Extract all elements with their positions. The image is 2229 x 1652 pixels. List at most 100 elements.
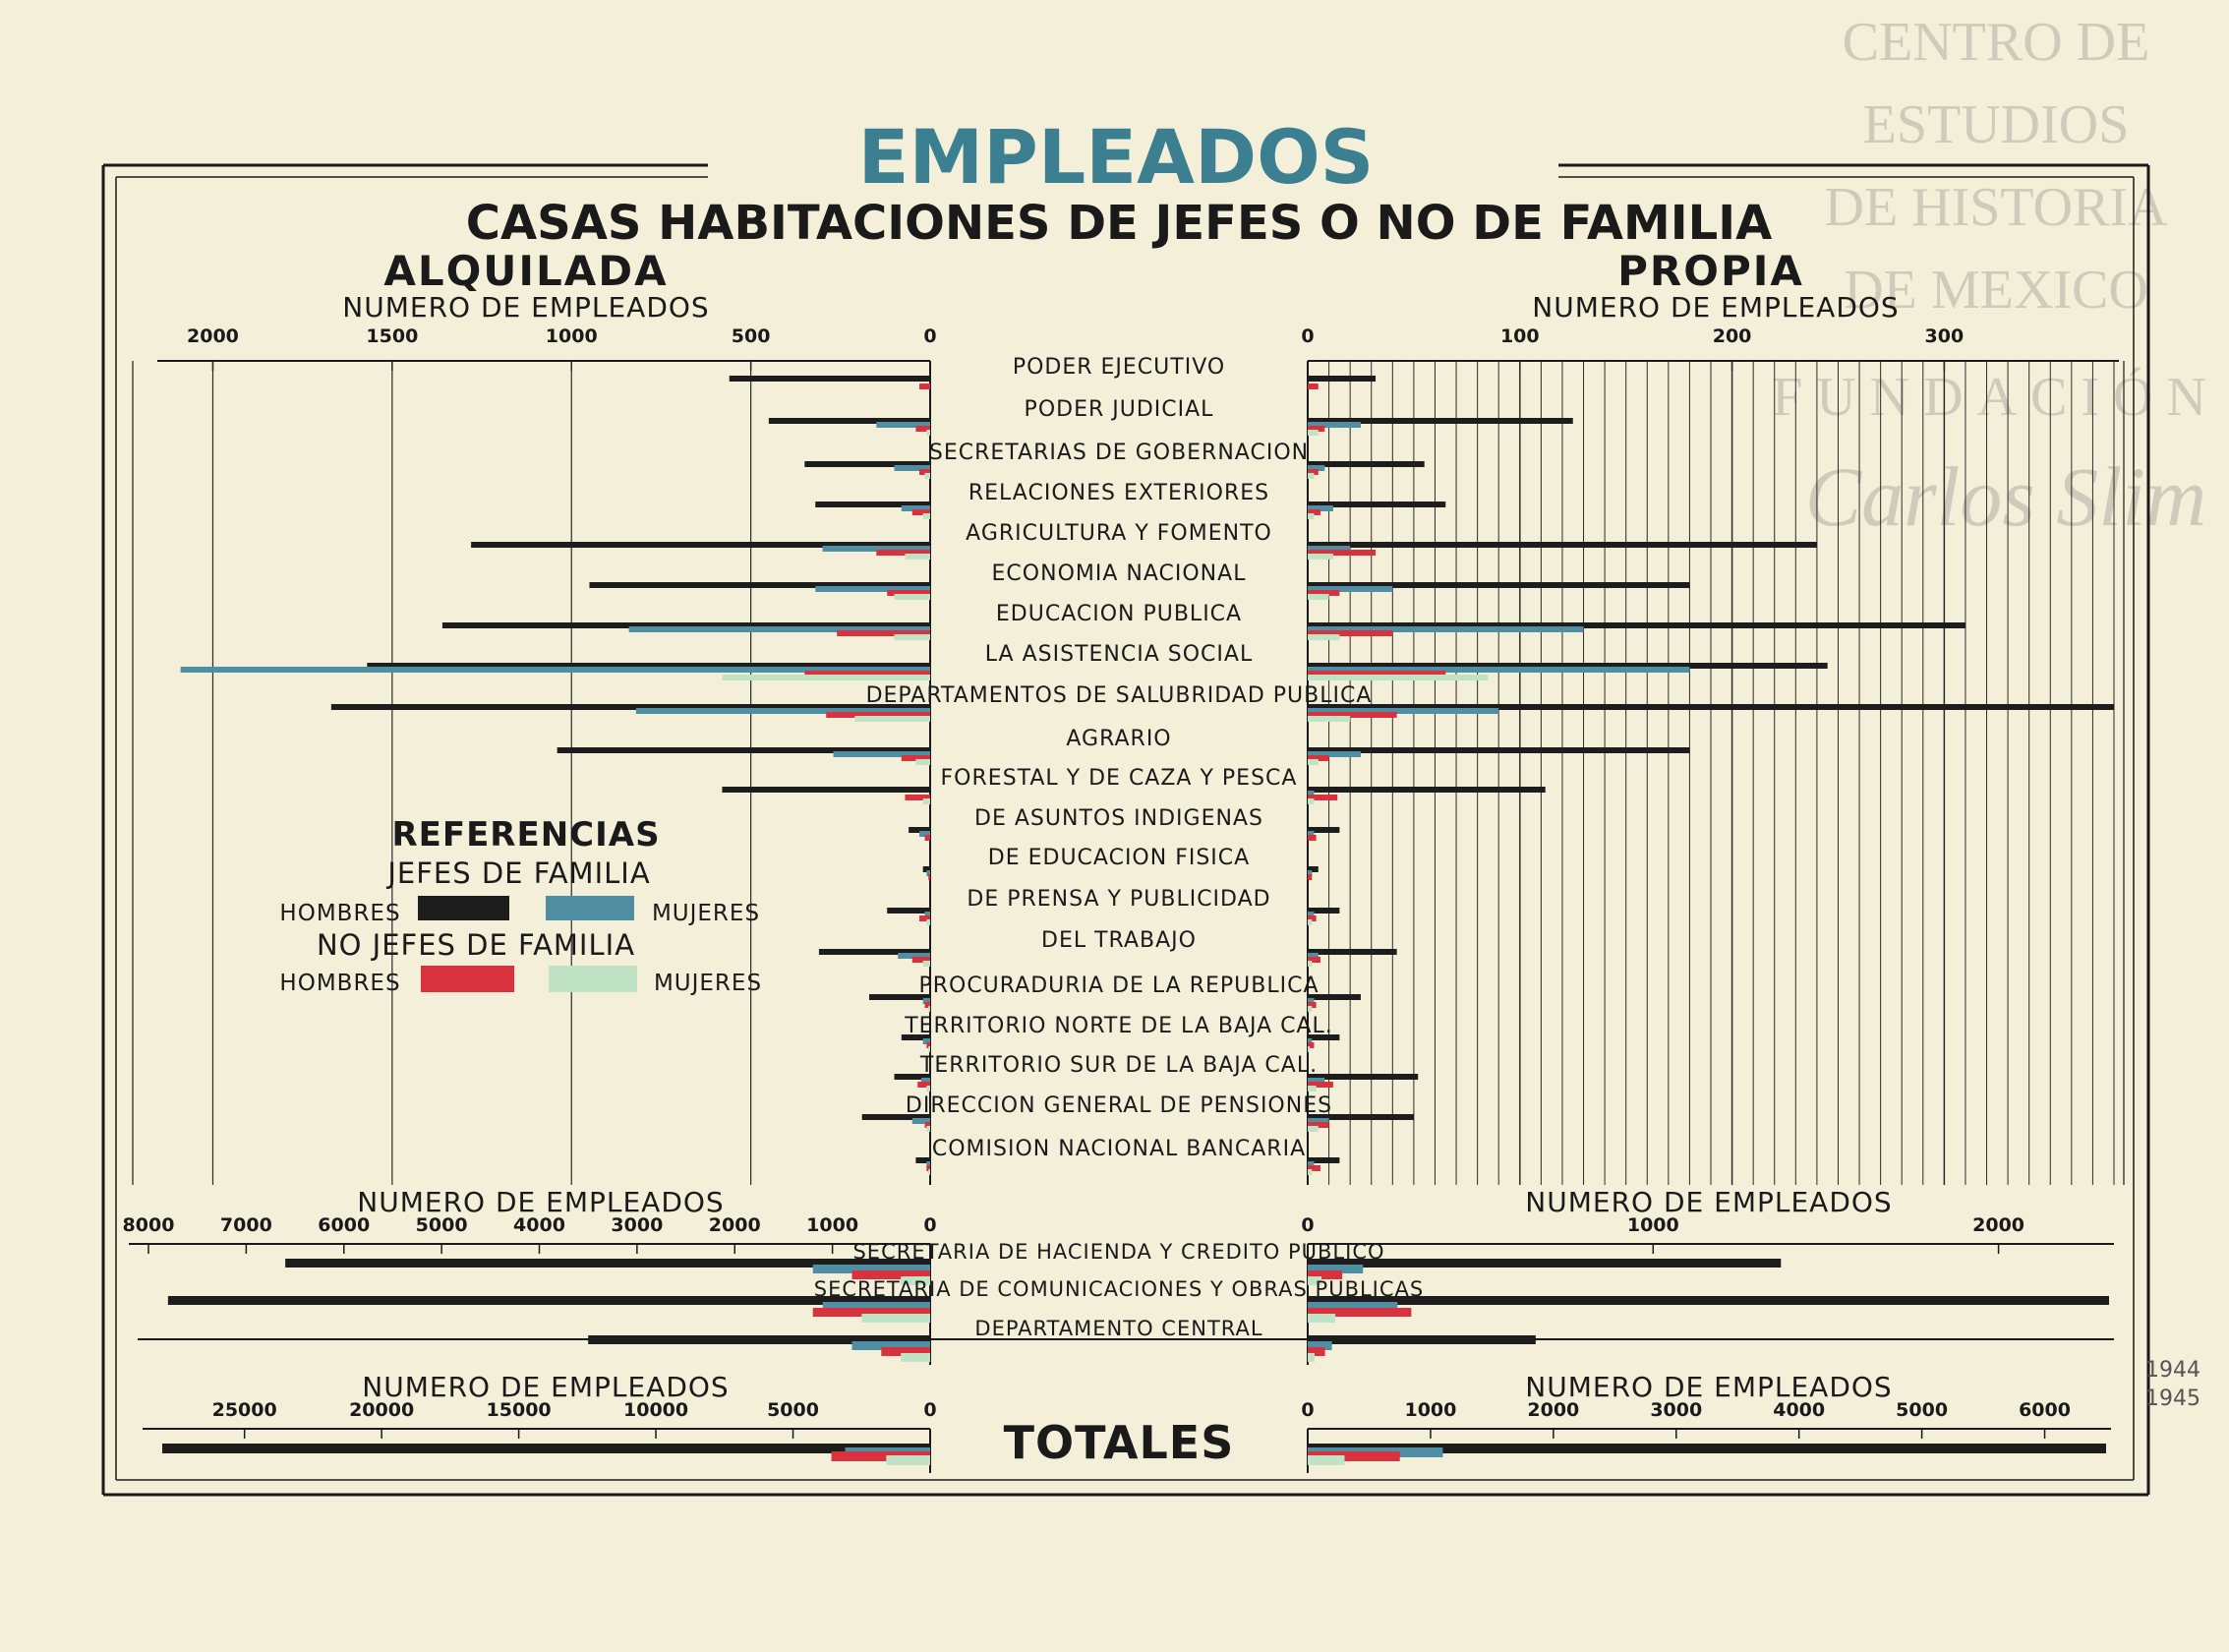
bar-propia-mujeres-jefes xyxy=(1308,505,1333,511)
category-label: DE ASUNTOS INDIGENAS xyxy=(974,806,1263,831)
category-label: DEPARTAMENTO CENTRAL xyxy=(974,1317,1262,1340)
legend-swatch-mujeres-no-jefes xyxy=(549,966,637,992)
right-tick-label: 4000 xyxy=(1773,1399,1825,1421)
bar-propia-mujeres-no-jefes xyxy=(1308,513,1315,519)
category-label: SECRETARIA DE HACIENDA Y CREDITO PUBLICO xyxy=(852,1240,1384,1264)
bar-propia-hombres-no-jefes xyxy=(1308,835,1317,841)
bar-propia-mujeres-no-jefes xyxy=(1308,798,1315,804)
bar-propia-hombres-jefes xyxy=(1308,1034,1340,1040)
bar-alquilada-mujeres-jefes xyxy=(876,422,930,428)
bar-alquilada-hombres-no-jefes xyxy=(924,835,930,841)
bar-alquilada-mujeres-jefes xyxy=(920,1078,930,1084)
bar-alquilada-mujeres-no-jefes xyxy=(861,1314,930,1323)
bar-alquilada-mujeres-no-jefes xyxy=(915,759,930,765)
right-tick-label: 0 xyxy=(1301,325,1314,347)
right-tick-label: 0 xyxy=(1301,1399,1314,1421)
legend-group-jefes: JEFES DE FAMILIA xyxy=(385,856,650,890)
bar-propia-mujeres-jefes xyxy=(1308,465,1325,471)
bar-alquilada-mujeres-jefes xyxy=(919,831,930,837)
bar-propia-hombres-jefes xyxy=(1308,1335,1536,1344)
bar-alquilada-hombres-jefes xyxy=(162,1444,930,1453)
legend-label-mujeres-jefes: MUJERES xyxy=(652,901,760,926)
bar-propia-mujeres-jefes xyxy=(1308,1341,1332,1350)
bar-alquilada-mujeres-no-jefes xyxy=(922,961,930,967)
bar-propia-mujeres-no-jefes xyxy=(1308,1276,1322,1285)
legend-label-hombres-jefes: HOMBRES xyxy=(279,901,400,926)
bar-alquilada-hombres-jefes xyxy=(471,542,930,548)
bar-alquilada-hombres-jefes xyxy=(167,1296,930,1305)
category-label: TOTALES xyxy=(1004,1416,1235,1469)
bar-propia-hombres-jefes xyxy=(1308,461,1425,467)
axis-label-right: NUMERO DE EMPLEADOS xyxy=(1525,1186,1892,1218)
bar-alquilada-mujeres-jefes xyxy=(822,1302,930,1311)
category-label: PODER EJECUTIVO xyxy=(1013,355,1225,380)
bar-propia-mujeres-jefes xyxy=(1308,708,1499,714)
category-label: DEL TRABAJO xyxy=(1041,928,1197,953)
bar-propia-mujeres-no-jefes xyxy=(1308,1126,1319,1132)
left-tick-label: 0 xyxy=(923,1399,936,1421)
bar-propia-hombres-no-jefes xyxy=(1308,1042,1315,1048)
bar-alquilada-mujeres-no-jefes xyxy=(722,675,930,680)
bar-alquilada-mujeres-no-jefes xyxy=(901,1276,930,1285)
bar-alquilada-hombres-no-jefes xyxy=(812,1308,930,1317)
bar-propia-hombres-no-jefes xyxy=(1308,1270,1343,1279)
bar-propia-hombres-no-jefes xyxy=(1308,874,1313,880)
legend-swatch-mujeres-jefes xyxy=(546,896,634,920)
bar-alquilada-hombres-jefes xyxy=(588,1335,930,1344)
category-label: DE PRENSA Y PUBLICIDAD xyxy=(967,887,1270,912)
bar-propia-hombres-no-jefes xyxy=(1308,384,1319,389)
bar-alquilada-hombres-jefes xyxy=(441,622,930,628)
bar-alquilada-mujeres-jefes xyxy=(822,546,930,552)
bar-propia-mujeres-jefes xyxy=(1308,546,1351,552)
bar-propia-hombres-jefes xyxy=(1308,747,1690,753)
bar-alquilada-hombres-no-jefes xyxy=(804,671,930,677)
bar-alquilada-hombres-no-jefes xyxy=(926,1042,930,1048)
bar-alquilada-hombres-no-jefes xyxy=(826,712,930,718)
left-tick-label: 7000 xyxy=(220,1214,272,1236)
left-tick-label: 3000 xyxy=(611,1214,663,1236)
bar-propia-mujeres-jefes xyxy=(1308,667,1690,673)
bar-propia-mujeres-jefes xyxy=(1308,998,1315,1004)
axis-label-right: NUMERO DE EMPLEADOS xyxy=(1525,1371,1892,1403)
legend-swatch-hombres-no-jefes xyxy=(421,966,514,992)
bar-alquilada-mujeres-jefes xyxy=(851,1341,930,1350)
bar-alquilada-hombres-no-jefes xyxy=(919,384,930,389)
bar-propia-mujeres-jefes xyxy=(1308,953,1319,959)
category-label: PODER JUDICIAL xyxy=(1025,397,1214,422)
bar-propia-hombres-jefes xyxy=(1308,542,1817,548)
category-label: DE EDUCACION FISICA xyxy=(988,846,1250,870)
bar-propia-mujeres-jefes xyxy=(1308,791,1315,796)
bar-alquilada-mujeres-jefes xyxy=(833,751,930,757)
bar-propia-mujeres-no-jefes xyxy=(1308,1169,1313,1175)
category-label: SECRETARIAS DE GOBERNACION xyxy=(929,441,1309,465)
right-heading: PROPIA xyxy=(1617,247,1804,295)
legend-swatch-hombres-jefes xyxy=(418,896,509,920)
bar-propia-hombres-no-jefes xyxy=(1308,1122,1329,1128)
chart-subtitle: CASAS HABITACIONES DE JEFES O NO DE FAMI… xyxy=(466,196,1772,251)
bar-propia-hombres-no-jefes xyxy=(1308,795,1338,800)
bar-propia-hombres-jefes xyxy=(1308,1157,1340,1163)
bar-alquilada-hombres-jefes xyxy=(815,502,930,507)
bar-alquilada-mujeres-jefes xyxy=(815,586,930,592)
bar-alquilada-mujeres-jefes xyxy=(180,667,931,673)
bar-alquilada-mujeres-jefes xyxy=(628,626,930,632)
bar-propia-mujeres-no-jefes xyxy=(1308,554,1333,560)
bar-propia-hombres-jefes xyxy=(1308,502,1446,507)
bar-propia-hombres-jefes xyxy=(1308,622,1965,628)
bar-alquilada-mujeres-jefes xyxy=(922,998,930,1004)
bar-propia-hombres-jefes xyxy=(1308,994,1361,1000)
watermark-line: CENTRO DE xyxy=(1842,12,2150,73)
bar-propia-mujeres-jefes xyxy=(1308,586,1393,592)
bar-propia-hombres-no-jefes xyxy=(1308,509,1320,515)
category-label: COMISION NACIONAL BANCARIA xyxy=(932,1137,1306,1161)
bar-alquilada-hombres-jefes xyxy=(729,376,930,382)
bar-propia-hombres-jefes xyxy=(1308,1114,1414,1120)
bar-propia-mujeres-jefes xyxy=(1308,1161,1315,1167)
bar-propia-mujeres-no-jefes xyxy=(1308,594,1329,600)
bar-alquilada-hombres-jefes xyxy=(861,1114,930,1120)
category-label: LA ASISTENCIA SOCIAL xyxy=(985,642,1253,667)
right-tick-label: 300 xyxy=(1925,325,1965,347)
bar-propia-mujeres-jefes xyxy=(1308,870,1313,876)
bar-propia-mujeres-no-jefes xyxy=(1308,1046,1311,1052)
